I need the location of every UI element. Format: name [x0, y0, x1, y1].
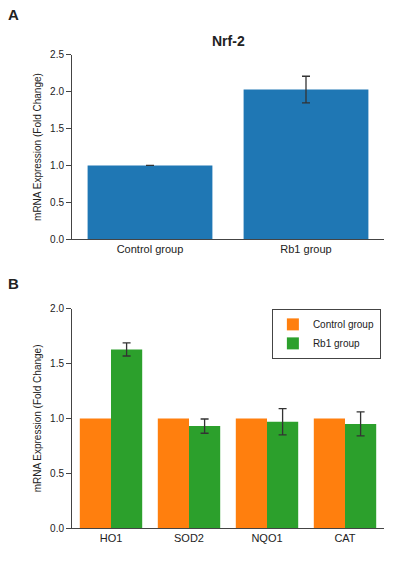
svg-text:2.0: 2.0	[50, 86, 64, 97]
svg-text:0.0: 0.0	[50, 234, 64, 245]
svg-text:Control group: Control group	[313, 319, 374, 330]
svg-text:Rb1 group: Rb1 group	[280, 243, 331, 255]
svg-text:Nrf-2: Nrf-2	[212, 33, 245, 49]
svg-text:mRNA Expression (Fold Change): mRNA Expression (Fold Change)	[32, 345, 43, 493]
svg-text:2.0: 2.0	[50, 303, 64, 314]
svg-text:CAT: CAT	[334, 532, 355, 544]
svg-text:1.0: 1.0	[50, 413, 64, 424]
svg-text:0.5: 0.5	[50, 197, 64, 208]
svg-text:Control group: Control group	[117, 243, 184, 255]
svg-text:NQO1: NQO1	[251, 532, 282, 544]
svg-text:SOD2: SOD2	[174, 532, 204, 544]
svg-text:B: B	[8, 275, 19, 292]
svg-text:2.5: 2.5	[50, 49, 64, 60]
svg-text:mRNA Expression (Fold Change): mRNA Expression (Fold Change)	[32, 73, 43, 221]
svg-text:0.0: 0.0	[50, 523, 64, 534]
svg-text:A: A	[8, 6, 19, 23]
svg-text:HO1: HO1	[100, 532, 123, 544]
svg-text:1.5: 1.5	[50, 123, 64, 134]
svg-text:1.0: 1.0	[50, 160, 64, 171]
svg-text:0.5: 0.5	[50, 468, 64, 479]
svg-text:1.5: 1.5	[50, 358, 64, 369]
svg-text:Rb1 group: Rb1 group	[313, 338, 360, 349]
